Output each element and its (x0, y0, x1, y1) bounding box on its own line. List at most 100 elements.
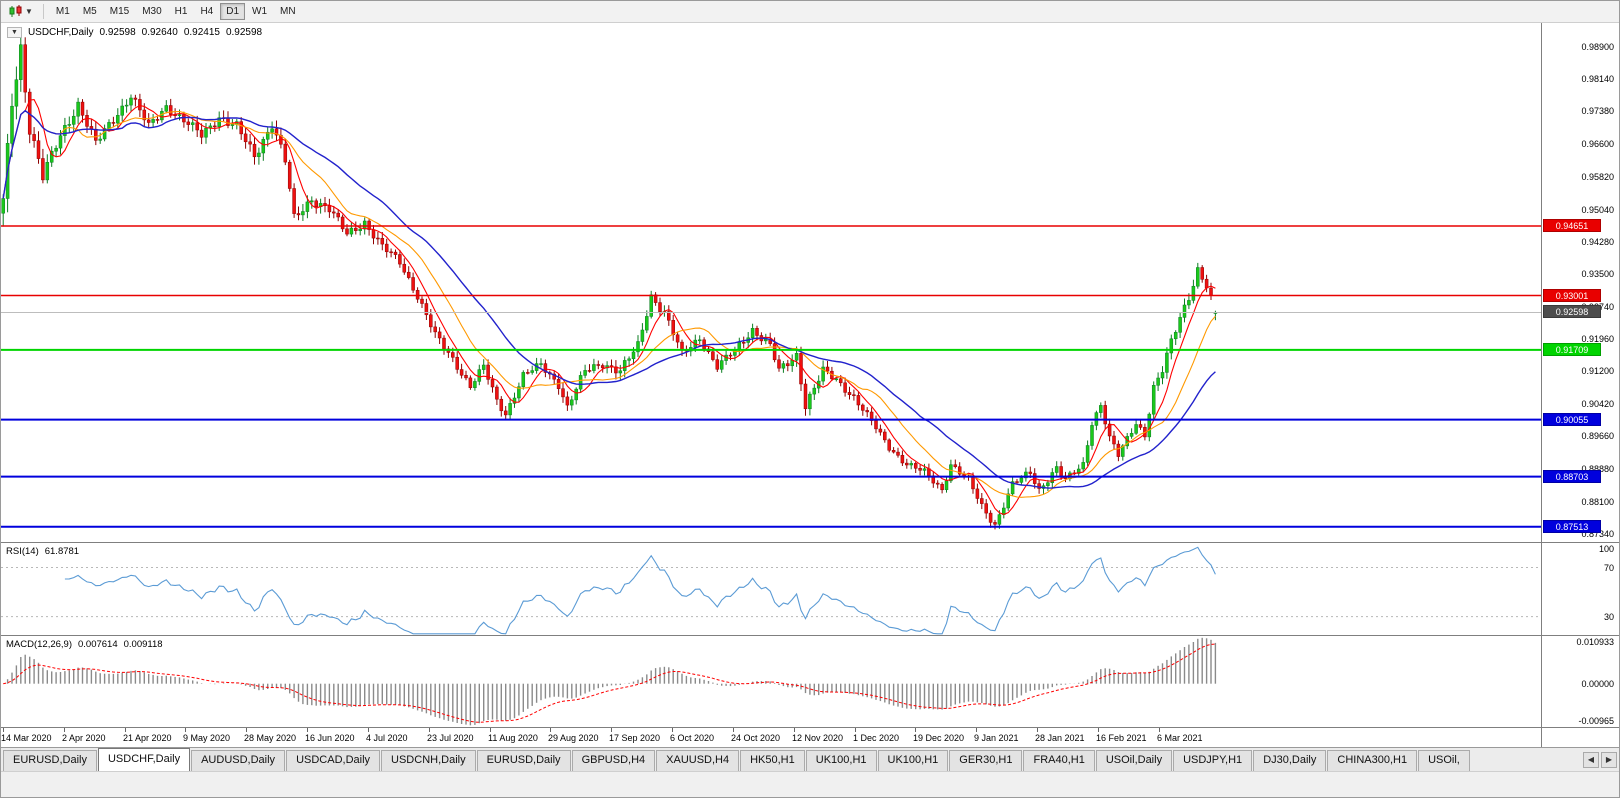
chart-tab-audusd-daily[interactable]: AUDUSD,Daily (191, 750, 286, 771)
timeframe-button-m5[interactable]: M5 (77, 3, 103, 20)
ohlc-low-value: 0.92415 (183, 27, 220, 38)
chart-tab-eurusd-daily[interactable]: EURUSD,Daily (3, 750, 97, 771)
price-level-badge: 0.90055 (1543, 412, 1601, 426)
date-axis-label: 4 Jul 2020 (366, 733, 408, 743)
time-tick (185, 728, 186, 732)
chart-tab-dj30-daily[interactable]: DJ30,Daily (1253, 750, 1327, 771)
timeframe-button-d1[interactable]: D1 (220, 3, 246, 20)
macd-signal-value: 0.009118 (123, 639, 163, 650)
rsi-indicator-panel[interactable]: RSI(14) 61.8781 100 70 30 (1, 543, 1619, 635)
timeframe-button-h4[interactable]: H4 (194, 3, 219, 20)
macd-title: MACD(12,26,9) 0.007614 0.009118 (6, 639, 163, 650)
date-axis-label: 12 Nov 2020 (792, 733, 844, 743)
time-tick (976, 728, 977, 732)
chart-symbol-label: USDCHF,Daily (27, 27, 94, 38)
price-axis-label: 0.88100 (1581, 496, 1614, 507)
macd-axis-label: 0.00000 (1581, 678, 1614, 689)
price-axis-label: 0.96600 (1581, 138, 1614, 149)
time-tick (307, 728, 308, 732)
macd-axis-label: 0.010933 (1576, 637, 1614, 647)
date-axis-label: 14 Mar 2020 (1, 733, 52, 743)
timeframe-button-m15[interactable]: M15 (104, 3, 135, 20)
date-axis-label: 2 Apr 2020 (62, 733, 106, 743)
price-axis-label: 0.87340 (1581, 528, 1614, 539)
chart-tab-usdjpy-h1[interactable]: USDJPY,H1 (1173, 750, 1253, 771)
time-tick (429, 728, 430, 732)
ohlc-open-value: 0.92598 (99, 27, 136, 38)
date-axis-label: 28 May 2020 (244, 733, 297, 743)
date-axis-label: 21 Apr 2020 (123, 733, 172, 743)
time-tick (550, 728, 551, 732)
panel-divider[interactable] (1, 542, 1619, 543)
time-axis[interactable]: 14 Mar 2020 2 Apr 2020 21 Apr 2020 9 May 20… (1, 728, 1541, 747)
date-axis-label: 23 Jul 2020 (427, 733, 474, 743)
time-tick (855, 728, 856, 732)
time-tick (1037, 728, 1038, 732)
macd-canvas[interactable] (1, 636, 1541, 727)
price-level-badge: 0.94651 (1543, 219, 1601, 232)
chart-tab-uk100-h1[interactable]: UK100,H1 (877, 750, 949, 771)
time-tick (3, 728, 4, 732)
status-bar (1, 771, 1619, 797)
chart-title: ▼ USDCHF,Daily 0.92598 0.92640 0.92415 0… (7, 27, 262, 38)
macd-name-label: MACD(12,26,9) (6, 639, 72, 650)
date-axis-label: 29 Aug 2020 (548, 733, 599, 743)
time-tick (64, 728, 65, 732)
rsi-current-value: 61.8781 (44, 546, 80, 557)
time-tick (794, 728, 795, 732)
chart-tab-china300-h1[interactable]: CHINA300,H1 (1327, 750, 1418, 771)
rsi-canvas[interactable] (1, 543, 1541, 635)
macd-main-value: 0.007614 (78, 639, 118, 650)
panel-divider[interactable] (1, 635, 1619, 636)
chart-tab-usoil-daily[interactable]: USOil,Daily (1095, 750, 1173, 771)
chart-tab-usoil[interactable]: USOil, (1418, 750, 1470, 771)
price-axis-label: 0.97380 (1581, 106, 1614, 117)
time-tick (1159, 728, 1160, 732)
macd-axis-label: -0.00965 (1578, 716, 1614, 726)
timeframe-button-mn[interactable]: MN (274, 3, 302, 20)
collapse-chart-icon[interactable]: ▼ (7, 27, 22, 38)
rsi-axis-label: 70 (1603, 562, 1614, 573)
chart-type-dropdown-button[interactable]: ▼ (4, 3, 37, 21)
chart-tab-uk100-h1[interactable]: UK100,H1 (805, 750, 877, 771)
chart-tab-ger30-h1[interactable]: GER30,H1 (949, 750, 1023, 771)
candlestick-chart-icon (9, 5, 22, 17)
date-axis-label: 9 May 2020 (183, 733, 231, 743)
date-axis-label: 16 Feb 2021 (1096, 733, 1147, 743)
ohlc-high-value: 0.92640 (141, 27, 178, 38)
timeframe-button-w1[interactable]: W1 (246, 3, 273, 20)
price-level-badge: 0.87513 (1543, 519, 1601, 533)
chart-tab-bar: EURUSD,Daily USDCHF,Daily AUDUSD,Daily USDC… (1, 747, 1619, 771)
chart-tab-hk50-h1[interactable]: HK50,H1 (740, 750, 805, 771)
price-level-badge: 0.88703 (1543, 469, 1601, 483)
date-axis-label: 24 Oct 2020 (731, 733, 781, 743)
timeframe-button-m1[interactable]: M1 (50, 3, 76, 20)
tab-scroll-right-button[interactable]: ▶ (1601, 752, 1617, 768)
date-axis-label: 28 Jan 2021 (1035, 733, 1085, 743)
macd-indicator-panel[interactable]: MACD(12,26,9) 0.007614 0.009118 0.010933… (1, 636, 1619, 727)
chart-tabs: EURUSD,Daily USDCHF,Daily AUDUSD,Daily USDC… (1, 747, 1579, 771)
date-axis-label: 1 Dec 2020 (853, 733, 900, 743)
price-axis-label: 0.95820 (1581, 171, 1614, 182)
date-axis-label: 9 Jan 2021 (974, 733, 1019, 743)
tab-scroll-left-button[interactable]: ◀ (1583, 752, 1599, 768)
candlestick-canvas[interactable] (1, 23, 1541, 542)
chart-tab-fra40-h1[interactable]: FRA40,H1 (1023, 750, 1095, 771)
price-axis[interactable]: 0.98900 0.98140 0.97380 0.96600 0.95820 0.950… (1542, 23, 1619, 542)
chart-tab-usdcnh-daily[interactable]: USDCNH,Daily (381, 750, 476, 771)
chart-tab-xauusd-h4[interactable]: XAUUSD,H4 (656, 750, 740, 771)
time-tick (368, 728, 369, 732)
price-level-badge: 0.93001 (1543, 288, 1601, 302)
tab-scroll-arrows: ◀ ▶ (1579, 752, 1619, 771)
chart-tab-usdcad-daily[interactable]: USDCAD,Daily (286, 750, 381, 771)
chart-tab-usdchf-daily[interactable]: USDCHF,Daily (97, 748, 191, 771)
price-axis-divider (1541, 23, 1542, 747)
rsi-title: RSI(14) 61.8781 (6, 546, 79, 557)
timeframe-button-m30[interactable]: M30 (136, 3, 167, 20)
chart-tab-eurusd-daily[interactable]: EURUSD,Daily (476, 750, 571, 771)
time-tick (490, 728, 491, 732)
timeframe-button-group: M1 M5 M15 M30 H1 H4 D1 W1 MN (50, 3, 302, 20)
price-chart-panel[interactable]: ▼ USDCHF,Daily 0.92598 0.92640 0.92415 0… (1, 23, 1619, 542)
timeframe-button-h1[interactable]: H1 (169, 3, 194, 20)
chart-tab-gbpusd-h4[interactable]: GBPUSD,H4 (571, 750, 656, 771)
